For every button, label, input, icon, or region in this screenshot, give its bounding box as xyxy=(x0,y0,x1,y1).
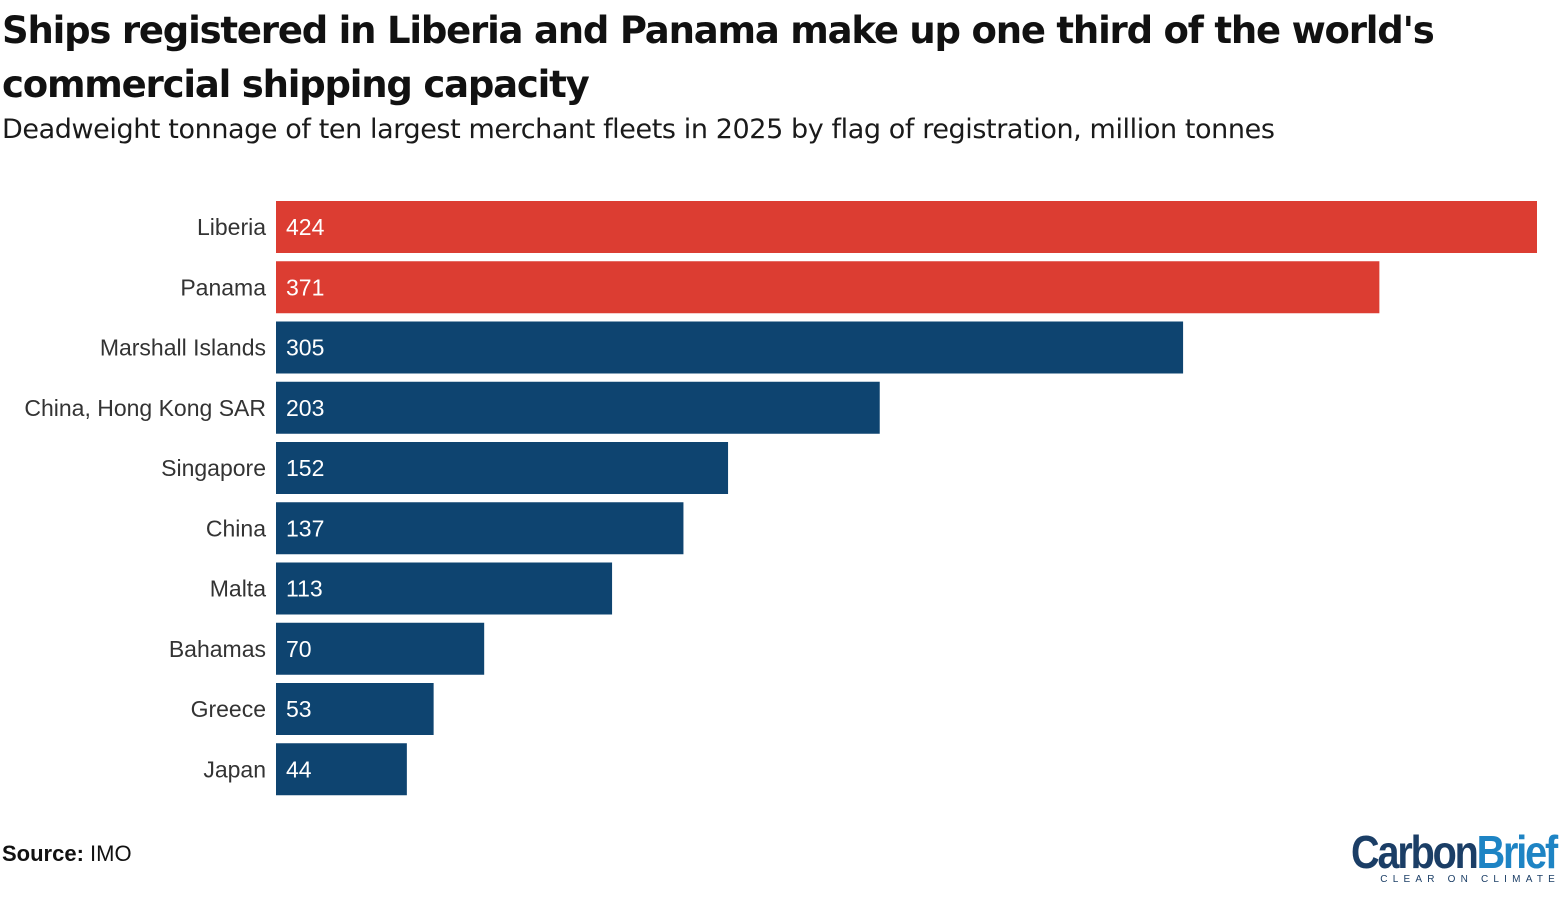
value-label-panama: 371 xyxy=(286,274,324,300)
bar-panama xyxy=(276,261,1380,314)
category-label-greece: Greece xyxy=(191,696,266,722)
value-label-japan: 44 xyxy=(286,756,312,782)
logo-word-brief: Brief xyxy=(1476,826,1559,878)
category-label-china-hong-kong-sar: China, Hong Kong SAR xyxy=(24,395,266,421)
bar-china xyxy=(276,502,684,555)
category-label-china: China xyxy=(206,515,266,541)
category-label-liberia: Liberia xyxy=(197,214,266,240)
source-text: IMO xyxy=(90,841,132,866)
bar-singapore xyxy=(276,442,729,494)
source-note: Source: IMO xyxy=(2,841,132,867)
carbonbrief-logo: CarbonBrief CLEAR ON CLIMATE xyxy=(1316,826,1559,885)
bar-marshall-islands xyxy=(276,321,1184,374)
bar-malta xyxy=(276,562,613,615)
logo-word-carbon: Carbon xyxy=(1351,826,1479,878)
value-label-greece: 53 xyxy=(286,696,312,722)
bar-china-hong-kong-sar xyxy=(276,381,880,434)
value-label-china: 137 xyxy=(286,515,324,541)
logo-tagline: CLEAR ON CLIMATE xyxy=(1380,874,1560,885)
category-label-bahamas: Bahamas xyxy=(169,636,266,662)
value-label-marshall-islands: 305 xyxy=(286,335,324,361)
source-label: Source: xyxy=(2,841,84,866)
category-label-japan: Japan xyxy=(203,756,266,782)
bar-greece xyxy=(276,683,434,735)
category-label-malta: Malta xyxy=(210,576,266,602)
value-label-bahamas: 70 xyxy=(286,636,312,662)
logo-wordmark: CarbonBrief xyxy=(1350,826,1559,878)
value-label-liberia: 424 xyxy=(286,214,325,240)
category-label-singapore: Singapore xyxy=(161,455,266,481)
category-label-panama: Panama xyxy=(180,274,266,300)
bar-liberia xyxy=(276,201,1537,253)
chart-subtitle: Deadweight tonnage of ten largest mercha… xyxy=(2,114,1275,145)
bar-bahamas xyxy=(276,622,485,675)
chart-title: Ships registered in Liberia and Panama m… xyxy=(2,9,1435,106)
value-label-singapore: 152 xyxy=(286,455,324,481)
bar-japan xyxy=(276,743,407,796)
value-label-malta: 113 xyxy=(286,576,323,602)
value-label-china-hong-kong-sar: 203 xyxy=(286,395,324,421)
category-label-marshall-islands: Marshall Islands xyxy=(100,335,266,361)
